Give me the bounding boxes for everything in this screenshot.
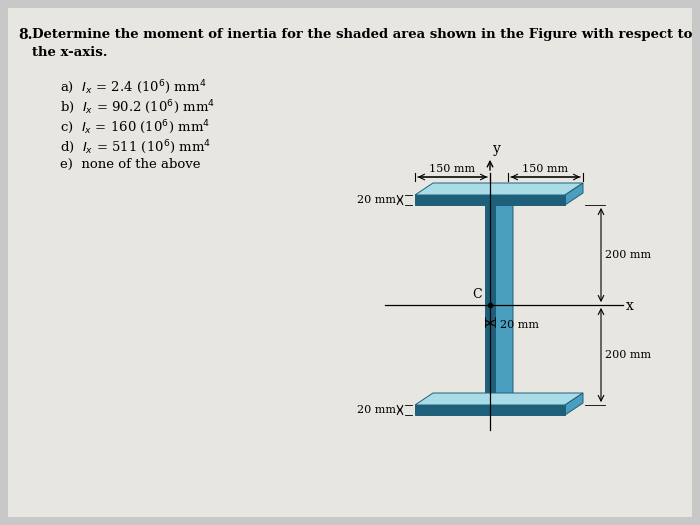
Text: 20 mm: 20 mm [357, 405, 396, 415]
Polygon shape [415, 183, 583, 195]
Polygon shape [415, 195, 565, 205]
Text: 8.: 8. [18, 28, 32, 42]
Text: 20 mm: 20 mm [500, 320, 539, 330]
Text: y: y [493, 142, 501, 156]
Text: Determine the moment of inertia for the shaded area shown in the Figure with res: Determine the moment of inertia for the … [32, 28, 692, 41]
Text: c)  $I_x$ = 160 (10$^6$) mm$^4$: c) $I_x$ = 160 (10$^6$) mm$^4$ [60, 118, 210, 136]
Polygon shape [485, 205, 495, 405]
Text: x: x [626, 299, 634, 313]
Polygon shape [495, 193, 513, 405]
Text: e)  none of the above: e) none of the above [60, 158, 200, 171]
Text: 150 mm: 150 mm [522, 164, 568, 174]
Text: d)  $I_x$ = 511 (10$^6$) mm$^4$: d) $I_x$ = 511 (10$^6$) mm$^4$ [60, 138, 211, 156]
Text: 200 mm: 200 mm [605, 350, 651, 360]
Polygon shape [415, 393, 583, 405]
Polygon shape [415, 405, 565, 415]
Text: b)  $I_x$ = 90.2 (10$^6$) mm$^4$: b) $I_x$ = 90.2 (10$^6$) mm$^4$ [60, 98, 215, 116]
Text: a)  $I_x$ = 2.4 (10$^6$) mm$^4$: a) $I_x$ = 2.4 (10$^6$) mm$^4$ [60, 78, 206, 96]
Text: 200 mm: 200 mm [605, 250, 651, 260]
Text: 150 mm: 150 mm [429, 164, 475, 174]
Polygon shape [565, 183, 583, 205]
Text: the x-axis.: the x-axis. [32, 46, 108, 59]
FancyBboxPatch shape [8, 8, 692, 517]
Text: C: C [473, 288, 482, 301]
Polygon shape [565, 393, 583, 415]
Polygon shape [485, 193, 513, 205]
Text: 20 mm: 20 mm [357, 195, 396, 205]
